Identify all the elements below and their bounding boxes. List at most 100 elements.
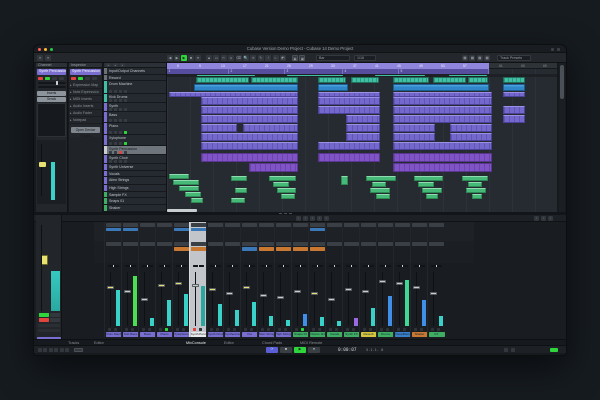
volume-slider[interactable] [38,81,66,85]
send-slot[interactable] [191,247,206,251]
mixer-channel[interactable]: Piano [155,222,173,337]
pool-icon[interactable]: ▦ [476,55,483,61]
clip[interactable] [194,84,298,91]
mixer-channel[interactable]: Reverb [359,222,377,337]
clip[interactable] [468,77,488,83]
channel-solo-button[interactable] [266,327,270,331]
track-mute-button[interactable] [109,119,113,122]
track-row[interactable]: Xylophone [104,135,166,146]
channel-tab[interactable]: Channel [36,63,67,68]
clip[interactable] [277,188,296,193]
fader-handle[interactable] [106,286,114,290]
channel-fader-area[interactable] [37,140,66,204]
mixer-channel[interactable]: Synth Choir [206,222,224,337]
glue-tool-icon[interactable]: ∪ [228,55,235,61]
send-slot[interactable] [293,247,308,251]
insert-slot-header[interactable] [106,223,121,227]
left-strip-edit-button[interactable] [50,318,60,322]
channel-mute-button[interactable] [430,327,434,331]
tab-chord-pads[interactable]: Chord Pads [262,341,283,345]
clip[interactable] [201,133,298,141]
insert-slot-header[interactable] [310,223,325,227]
gear-icon[interactable]: + [120,63,125,67]
channel-solo-button[interactable] [198,327,202,331]
track-row[interactable]: Synth [104,103,166,112]
mixer-channel[interactable]: Vox [240,222,258,337]
inspector-section-expression-map[interactable]: ▸ Expression Map [69,82,102,89]
insert-slot[interactable] [106,227,121,232]
track-solo-button[interactable] [114,90,118,93]
track-solo-button[interactable] [114,108,118,111]
send-slot-header[interactable] [174,242,189,246]
insert-slot-header[interactable] [361,223,376,227]
track-row[interactable]: Snaps 01 [104,198,166,205]
channel-mute-button[interactable] [277,327,281,331]
record-icon[interactable]: ● [195,55,201,61]
draw-tool-icon[interactable]: ✎ [257,55,264,61]
insert-slot-header[interactable] [140,223,155,227]
clip[interactable] [318,92,380,97]
mixconsole-view-icon[interactable]: ▫ [548,216,553,221]
tab-tracks[interactable]: Tracks [68,341,80,345]
jump-left-icon[interactable] [38,348,42,352]
clip[interactable] [393,92,492,97]
track-monitor-button[interactable] [124,108,128,111]
mixer-channel[interactable]: Drum Machine [104,222,122,337]
arranger-segment[interactable]: 2 [229,69,285,74]
clip[interactable] [393,77,429,83]
clip[interactable] [201,97,298,105]
split-tool-icon[interactable]: ✂ [220,55,227,61]
track-record-button[interactable] [119,160,123,163]
clip[interactable] [201,115,298,123]
channel-mute-button[interactable] [379,327,383,331]
clip[interactable] [466,188,486,193]
channel-name-label[interactable]: High Strings [275,331,292,337]
pan-control[interactable] [107,265,119,268]
track-record-button[interactable] [119,90,123,93]
channel-name-label[interactable]: Xylophone [173,331,190,337]
send-slot-header[interactable] [361,242,376,246]
sync-icon[interactable] [511,348,515,352]
hub-icon[interactable]: ≡ [37,55,43,61]
volume-handle[interactable] [56,81,59,85]
clip[interactable] [393,153,492,162]
jump-right-icon[interactable] [43,348,48,352]
channel-mute-button[interactable] [107,327,111,331]
fader-handle[interactable] [225,292,233,296]
zoom-window-button[interactable] [50,47,54,51]
track-solo-button[interactable] [114,119,118,122]
stop-icon[interactable]: ■ [188,55,194,61]
send-slot-header[interactable] [310,242,325,246]
pan-control[interactable] [158,265,170,268]
clip[interactable] [376,194,390,199]
track-row[interactable]: Shaker [104,205,166,212]
track-row[interactable]: Bass [104,112,166,123]
send-slot[interactable] [310,247,325,251]
inspector-section-audio-inserts[interactable]: ▸ Audio Inserts [69,103,102,110]
fader-handle[interactable] [378,280,386,284]
insert-slot-header[interactable] [429,223,444,227]
fader-handle[interactable] [123,290,131,294]
clip[interactable] [201,142,298,150]
channel-name-label[interactable]: Drum Machine [105,331,122,337]
clip[interactable] [281,194,295,199]
clip[interactable] [318,142,380,150]
clip[interactable] [393,115,492,123]
fader-handle[interactable] [259,294,267,298]
chord-event[interactable] [449,75,487,77]
clip[interactable] [346,133,380,141]
channel-solo-button[interactable] [351,327,355,331]
clip[interactable] [351,77,379,83]
channel-solo-button[interactable] [402,327,406,331]
insert-slot-header[interactable] [174,223,189,227]
left-strip-solo-button[interactable] [39,313,49,317]
channel-solo-button[interactable] [334,327,338,331]
mixer-channel[interactable]: Shaker [410,222,428,337]
inspector-record-icon[interactable] [71,76,76,81]
editor-icon[interactable]: ▦ [469,55,476,61]
clip[interactable] [450,124,492,132]
mixer-channel[interactable]: Bass [138,222,156,337]
clip[interactable] [169,92,298,97]
left-strip-mute-button[interactable] [39,318,49,322]
